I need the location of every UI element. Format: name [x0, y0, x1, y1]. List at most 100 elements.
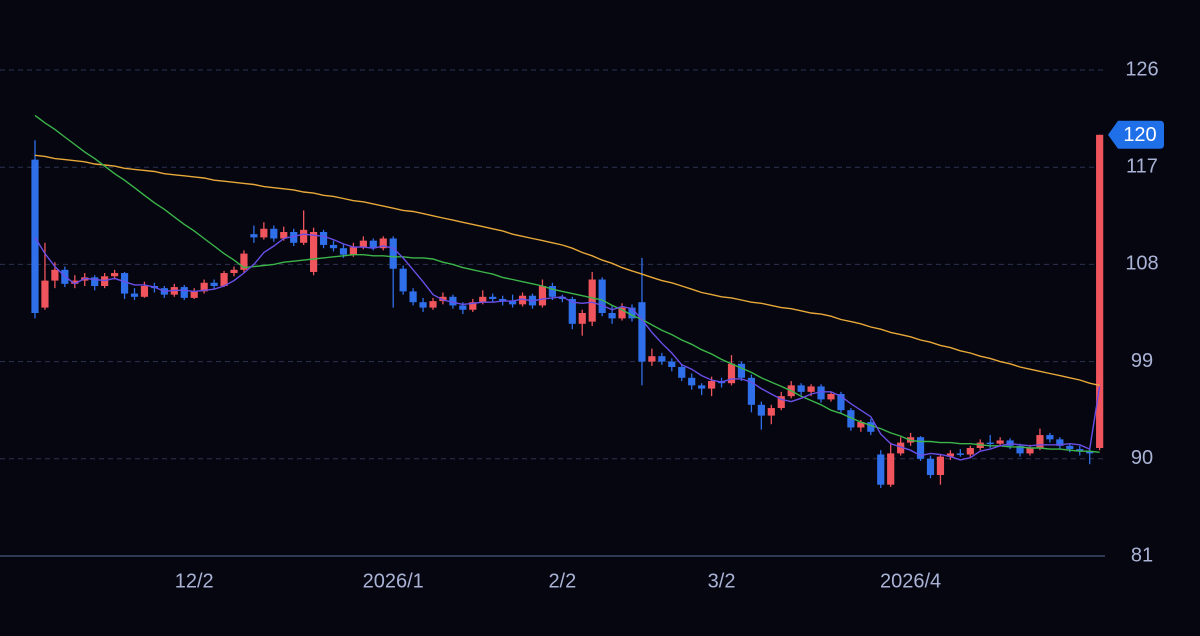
candle-body	[608, 313, 616, 319]
candle-body	[966, 448, 974, 455]
candle-body	[260, 228, 268, 238]
candle-body	[180, 287, 188, 298]
candle-body	[807, 386, 815, 392]
candle-body	[469, 302, 477, 310]
candle-body	[111, 273, 119, 277]
candle-body	[51, 269, 59, 281]
candle-body	[837, 394, 845, 411]
candle-body	[319, 232, 328, 245]
candle-body	[91, 277, 99, 286]
candle-body	[797, 385, 805, 392]
candle-body	[240, 253, 248, 270]
candle-body	[747, 377, 755, 405]
candle-body	[210, 282, 218, 286]
candle-body	[867, 422, 875, 432]
candle-body	[419, 302, 427, 308]
candle-body	[1036, 435, 1044, 448]
candle-body	[31, 159, 39, 313]
candle-body	[727, 363, 736, 384]
candle-body	[518, 295, 527, 305]
candle-body	[1086, 451, 1094, 454]
y-tick-label: 99	[1131, 350, 1153, 372]
candle-body	[71, 280, 79, 284]
candle-body	[41, 280, 49, 308]
candle-body	[777, 396, 785, 409]
candle-body	[1056, 439, 1064, 446]
candle-body	[578, 313, 586, 324]
candle-body	[1016, 445, 1024, 454]
candle-body	[290, 232, 298, 243]
candle-body	[708, 381, 716, 389]
candle-body	[658, 356, 666, 362]
candle-body	[329, 244, 338, 249]
candle-body	[877, 454, 885, 485]
candle-body	[946, 453, 954, 457]
candle-body	[270, 228, 278, 239]
candle-body	[1066, 445, 1074, 450]
candle-body	[359, 240, 367, 248]
candle-body	[598, 279, 606, 313]
moving-average-line	[34, 154, 1100, 387]
candle-body	[300, 229, 308, 243]
candle-body	[698, 385, 706, 389]
candle-body	[986, 442, 994, 445]
last-price-label: 120	[1123, 124, 1156, 146]
candle-body	[757, 404, 765, 416]
x-tick-label: 2026/4	[880, 570, 941, 592]
y-tick-label: 117	[1126, 155, 1158, 177]
candle-body	[767, 408, 775, 416]
y-tick-label: 81	[1131, 544, 1153, 566]
candle-body	[548, 286, 556, 297]
x-tick-label: 2/2	[548, 570, 576, 592]
candle-body	[568, 298, 576, 324]
candle-body	[887, 453, 895, 485]
candle-body	[200, 282, 208, 292]
candle-body	[827, 394, 835, 400]
candle-body	[220, 273, 228, 286]
candle-body	[280, 232, 288, 239]
candle-body	[190, 291, 198, 298]
candle-body	[688, 377, 696, 386]
candle-body	[668, 361, 676, 367]
candle-body	[1046, 435, 1054, 440]
y-tick-label: 108	[1125, 253, 1158, 275]
candle-body	[847, 410, 855, 428]
candle-body	[956, 453, 964, 455]
candle-body	[489, 296, 497, 299]
candle-body	[857, 422, 865, 428]
candle-body	[120, 273, 129, 294]
candle-body	[230, 269, 238, 274]
candle-body	[538, 286, 547, 306]
candle-body	[449, 296, 457, 306]
y-tick-label: 90	[1131, 447, 1153, 469]
x-tick-label: 2026/1	[363, 570, 424, 592]
last-price-badge	[1108, 120, 1164, 149]
candle-body	[817, 386, 825, 400]
candle-body	[588, 279, 596, 322]
candle-body	[1076, 449, 1084, 452]
candle-body	[936, 456, 945, 475]
candle-body	[389, 238, 397, 269]
candle-body	[339, 248, 348, 255]
candle-body	[349, 247, 357, 255]
candle-body	[648, 356, 656, 362]
candle-body	[1026, 448, 1034, 454]
candle-body	[558, 296, 566, 299]
candle-body	[678, 367, 686, 378]
candle-body	[638, 302, 646, 362]
x-tick-label: 3/2	[708, 570, 736, 592]
candle-body	[310, 232, 318, 272]
candle-body	[509, 301, 517, 305]
candle-body	[1096, 134, 1104, 449]
candle-body	[916, 437, 925, 459]
y-tick-label: 126	[1125, 58, 1158, 80]
candle-body	[250, 234, 258, 238]
candle-body	[897, 442, 905, 454]
candle-body	[618, 307, 626, 319]
candle-body	[479, 296, 487, 303]
candle-body	[439, 296, 447, 302]
candle-body	[369, 240, 377, 249]
candle-body	[130, 293, 139, 297]
candle-body	[399, 268, 407, 292]
